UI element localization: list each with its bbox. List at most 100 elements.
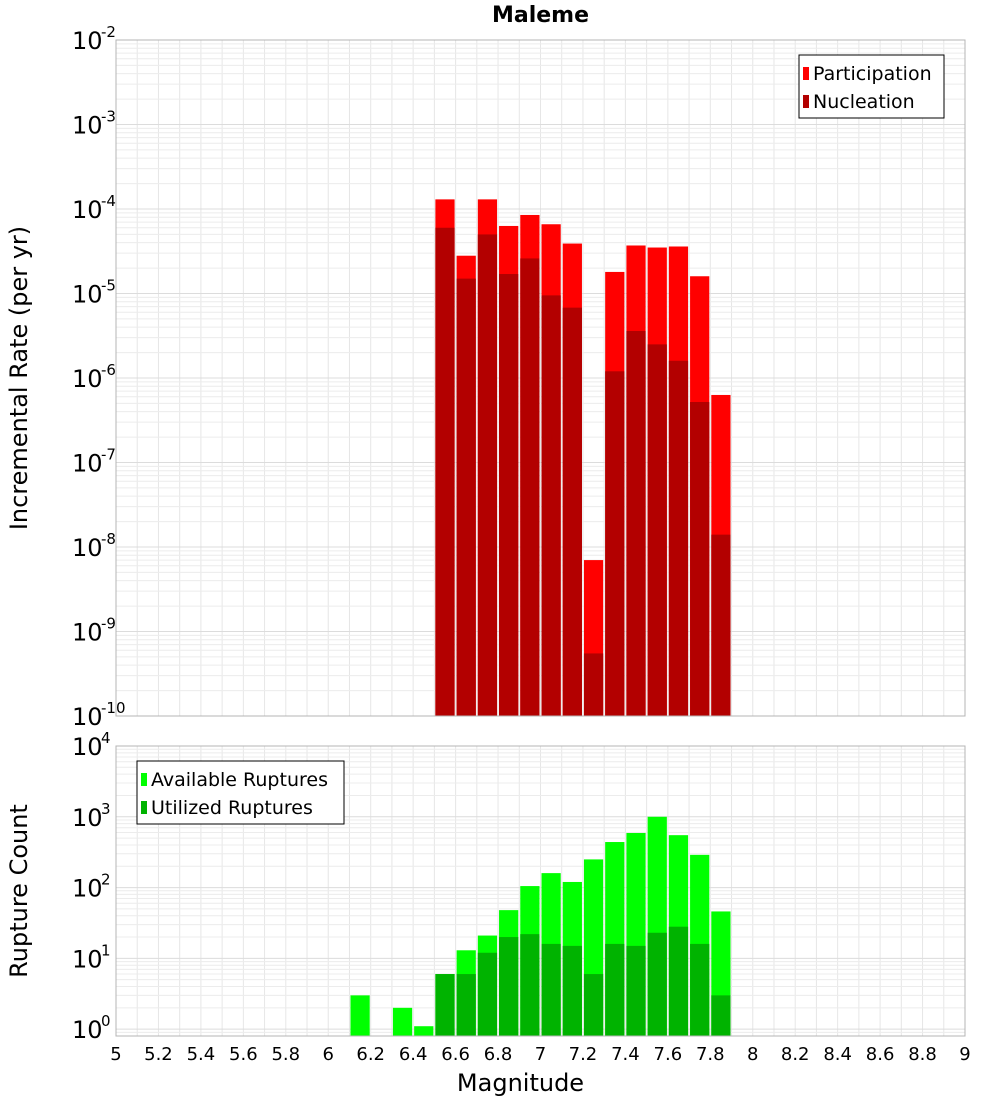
top-y-tick-exponent: -3 [101,108,116,126]
bottom-x-axis-label: Magnitude [457,1069,584,1097]
bottom-x-tick-label: 6 [323,1044,334,1065]
top-y-tick-label: 10 [72,196,103,224]
bottom-x-tick-label: 6.4 [399,1044,428,1065]
bottom-bar-utilized-ruptures [668,926,689,1036]
bottom-plot-frame [115,745,966,1037]
bottom-y-tick-label: 10 [72,804,103,832]
bottom-x-tick-label: 5.8 [271,1044,300,1065]
top-bar-nucleation [647,344,667,716]
top-bar-nucleation [626,330,646,716]
top-panel-rate: 10-1010-910-810-710-610-510-410-310-2Inc… [5,3,966,731]
top-plot-frame [115,39,966,717]
bottom-legend-label: Available Ruptures [151,769,328,791]
bottom-y-tick-exponent: 2 [101,871,111,889]
top-bar-nucleation [562,307,582,716]
top-grid [115,40,966,717]
bottom-x-tick-label: 8.2 [781,1044,810,1065]
bottom-legend: Available Ruptures Utilized Ruptures [136,760,345,825]
bottom-bar-utilized-ruptures [690,943,710,1036]
bottom-bar-available-ruptures [414,1026,434,1036]
top-bar-nucleation [477,234,498,717]
top-legend: Participation Nucleation [798,54,945,119]
top-bars [435,199,731,717]
bottom-x-tick-label: 7.6 [654,1044,683,1065]
top-bar-nucleation [583,653,604,716]
bottom-y-tick-label: 10 [72,1016,103,1044]
top-y-tick-exponent: -6 [101,361,116,379]
bottom-bar-utilized-ruptures [711,995,731,1036]
bottom-bar-available-ruptures [350,995,370,1036]
bottom-y-tick-label: 10 [72,875,103,903]
bottom-y-tick-exponent: 0 [101,1012,111,1030]
bottom-x-tick-label: 8.6 [866,1044,895,1065]
bottom-x-tick-label: 6.8 [484,1044,513,1065]
bottom-x-tick-label: 7 [535,1044,546,1065]
bottom-bar-utilized-ruptures [647,932,667,1036]
bottom-x-tick-label: 5.2 [144,1044,173,1065]
top-bar-nucleation [435,227,455,716]
top-y-tick-label: 10 [72,703,103,731]
top-y-tick-label: 10 [72,112,103,140]
bottom-y-tick-exponent: 3 [101,800,111,818]
top-bar-nucleation [668,360,689,716]
bottom-x-tick-label: 5.6 [229,1044,258,1065]
top-legend-swatch [803,67,809,80]
bottom-x-tick-label: 5.4 [187,1044,216,1065]
bottom-legend-label: Utilized Ruptures [151,797,313,819]
bottom-bar-utilized-ruptures [435,974,455,1036]
top-y-tick-label: 10 [72,281,103,309]
top-bar-nucleation [605,371,625,716]
top-legend-box [798,54,945,119]
bottom-y-tick-label: 10 [72,733,103,761]
bottom-legend-box [136,760,345,825]
top-bar-nucleation [541,295,561,716]
bottom-bar-available-ruptures [392,1007,413,1036]
bottom-x-tick-label: 8 [747,1044,758,1065]
top-bar-nucleation [520,258,540,716]
bottom-bar-utilized-ruptures [541,943,561,1036]
bottom-bar-utilized-ruptures [626,945,646,1036]
bottom-x-tick-label: 8.8 [908,1044,937,1065]
top-y-tick-exponent: -9 [101,615,116,633]
top-bar-nucleation [711,534,731,716]
bottom-bar-utilized-ruptures [499,937,519,1036]
top-bar-nucleation [499,274,519,716]
bottom-x-ticks: 5 5.2 5.4 5.6 5.8 6 6.2 6.4 6.6 6.8 7 7.2 7.4 7.6 7.8 8… [110,1044,970,1065]
bottom-legend-swatch [141,801,147,814]
top-legend-label: Nucleation [813,91,915,113]
chart-title: Maleme [492,3,589,28]
bottom-bar-utilized-ruptures [605,943,625,1036]
top-y-tick-exponent: -10 [101,699,126,717]
top-y-tick-exponent: -5 [101,277,116,295]
top-y-tick-label: 10 [72,365,103,393]
top-y-tick-label: 10 [72,450,103,478]
top-y-tick-label: 10 [72,27,103,55]
bottom-bar-utilized-ruptures [477,952,498,1036]
bottom-x-tick-label: 5 [110,1044,121,1065]
bottom-bar-utilized-ruptures [562,945,582,1036]
bottom-x-tick-label: 6.6 [441,1044,470,1065]
bottom-x-tick-label: 8.4 [823,1044,852,1065]
top-y-axis-label: Incremental Rate (per yr) [5,226,33,530]
top-legend-label: Participation [813,63,932,85]
top-bar-nucleation [456,278,476,716]
bottom-y-tick-exponent: 4 [101,729,111,747]
bottom-y-axis-label: Rupture Count [5,804,33,978]
bottom-bars [350,816,731,1036]
top-bar-nucleation [690,401,710,716]
top-y-tick-exponent: -2 [101,23,116,41]
bottom-x-tick-label: 7.8 [696,1044,725,1065]
bottom-y-tick-label: 10 [72,945,103,973]
bottom-x-tick-label: 7.2 [569,1044,598,1065]
top-y-tick-label: 10 [72,619,103,647]
bottom-x-tick-label: 6.2 [356,1044,385,1065]
bottom-bar-utilized-ruptures [456,974,476,1036]
top-legend-swatch [803,95,809,108]
top-y-tick-exponent: -4 [101,192,116,210]
bottom-y-tick-exponent: 1 [101,941,111,959]
